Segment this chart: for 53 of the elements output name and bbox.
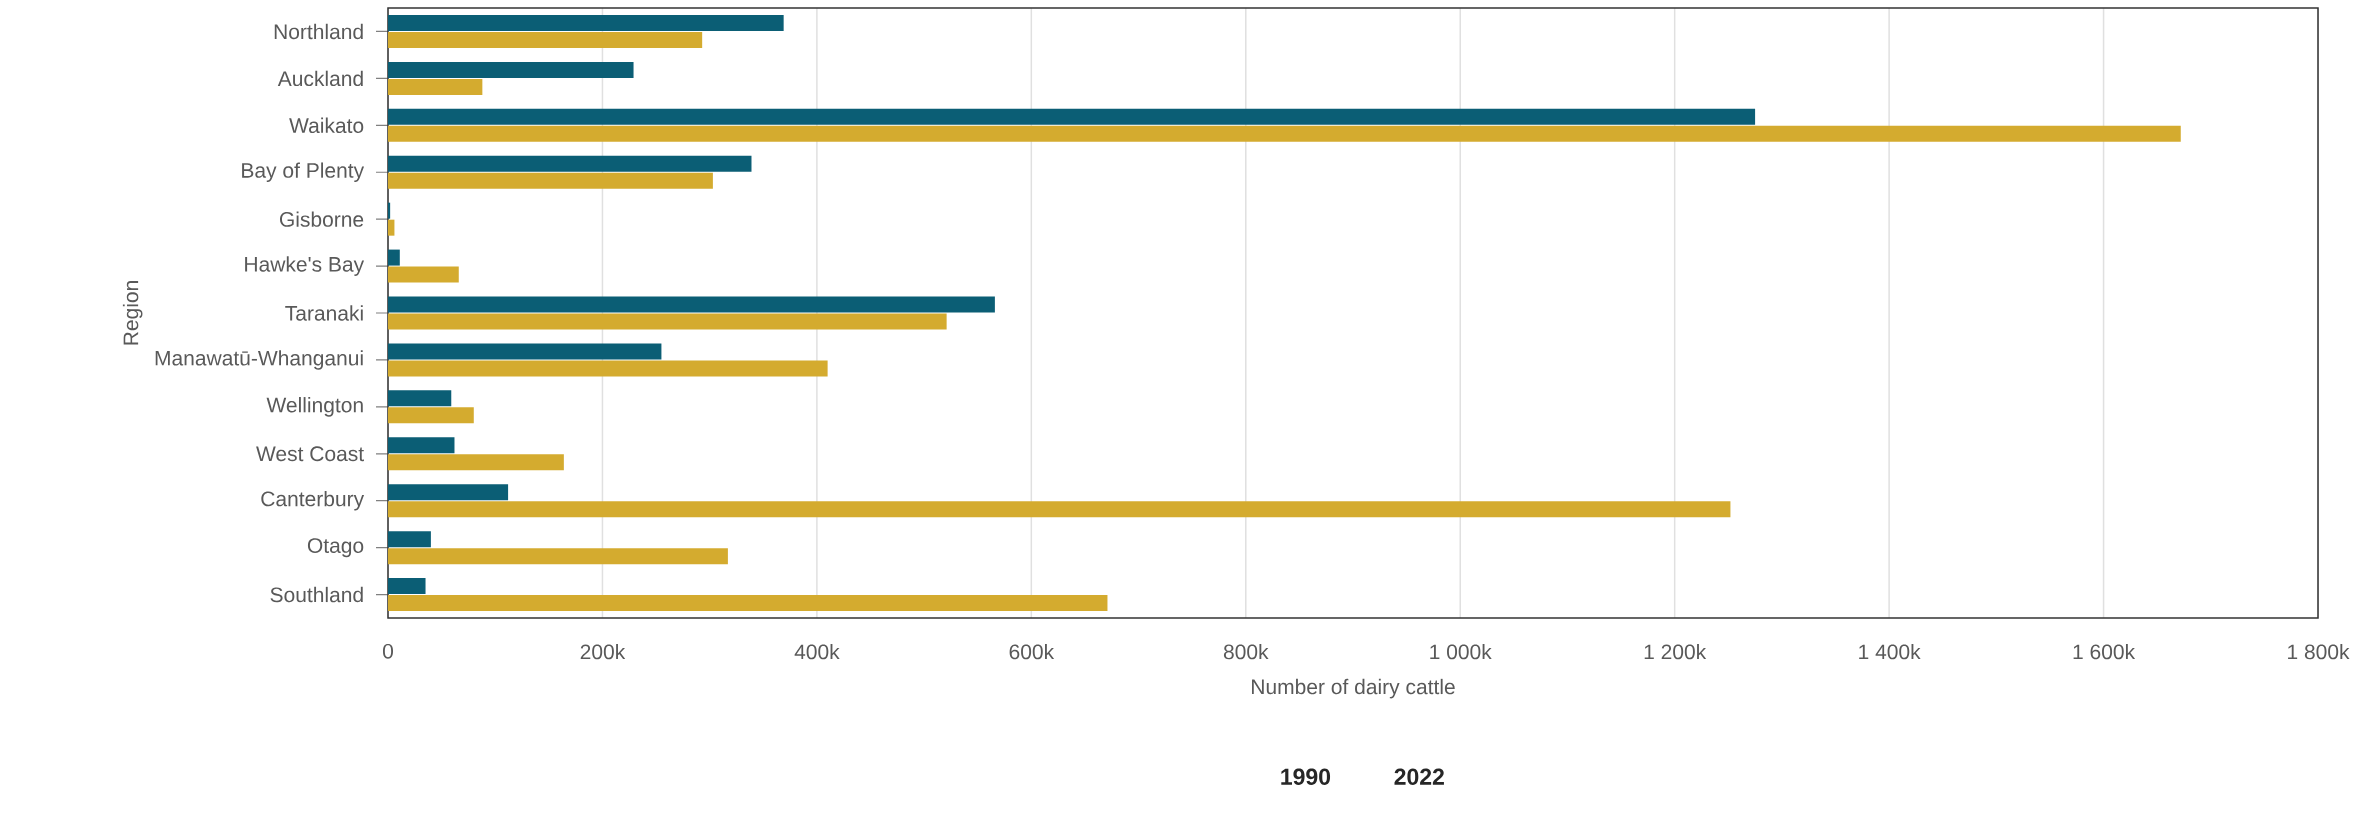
y-tick-label: Manawatū-Whanganui: [155, 350, 363, 370]
bar: [388, 484, 509, 501]
x-tick-label: 1 000k: [1430, 643, 1492, 660]
bar: [388, 61, 634, 78]
bar: [388, 501, 1731, 518]
y-tick-label: Auckland: [277, 70, 363, 87]
bar: [388, 595, 1108, 612]
y-tick-label: Otago: [307, 538, 364, 558]
x-tick-label: 800k: [1223, 643, 1269, 660]
bar: [388, 437, 455, 454]
bar: [388, 172, 713, 189]
text: 2022: [1394, 768, 1444, 785]
bar: [388, 407, 474, 424]
y-tick-label: Wellington: [266, 397, 363, 417]
bar: [388, 390, 452, 407]
x-tick-label: 200k: [580, 643, 626, 660]
x-tick-label: 1 800k: [2288, 643, 2350, 660]
x-tick-label: 400k: [794, 643, 840, 660]
y-tick-label: Northland: [274, 23, 363, 40]
bar: [388, 14, 784, 31]
text: 1990: [1281, 768, 1331, 785]
bar: [388, 202, 391, 219]
y-tick-label: Canterbury: [261, 490, 365, 511]
bar: [388, 31, 703, 48]
bar: [388, 343, 662, 360]
x-tick-label: 1 600k: [2073, 643, 2136, 660]
y-tick-label: Bay of Plenty: [242, 162, 365, 183]
x-tick-label: 1 400k: [1859, 643, 1921, 660]
bar: [388, 78, 483, 95]
bar: [388, 125, 2181, 142]
x-tick-label: 0: [382, 643, 394, 659]
y-tick-label: Hawke's Bay: [245, 256, 365, 276]
bar: [388, 313, 947, 330]
y-tick-label: Taranaki: [285, 305, 363, 321]
bar: [388, 531, 431, 548]
y-axis-title: Region: [122, 281, 143, 345]
x-axis-title: Number of dairy cattle: [1252, 678, 1455, 699]
x-tick-label: 1 200k: [1644, 643, 1707, 660]
bar: [388, 266, 459, 283]
y-tick-label: Waikato: [289, 117, 364, 134]
bar: [388, 454, 564, 471]
x-tick-label: 600k: [1009, 643, 1055, 660]
y-tick-label: Gisborne: [279, 211, 364, 227]
bar: [388, 108, 1756, 125]
bar: [388, 578, 426, 595]
bar: [388, 155, 752, 172]
bar: [388, 360, 828, 377]
bar: [388, 219, 395, 236]
bar: [388, 296, 995, 313]
y-tick-label: Southland: [270, 586, 363, 603]
bar: [388, 249, 400, 266]
y-tick-label: West Coast: [256, 446, 364, 462]
bar: [388, 548, 728, 565]
